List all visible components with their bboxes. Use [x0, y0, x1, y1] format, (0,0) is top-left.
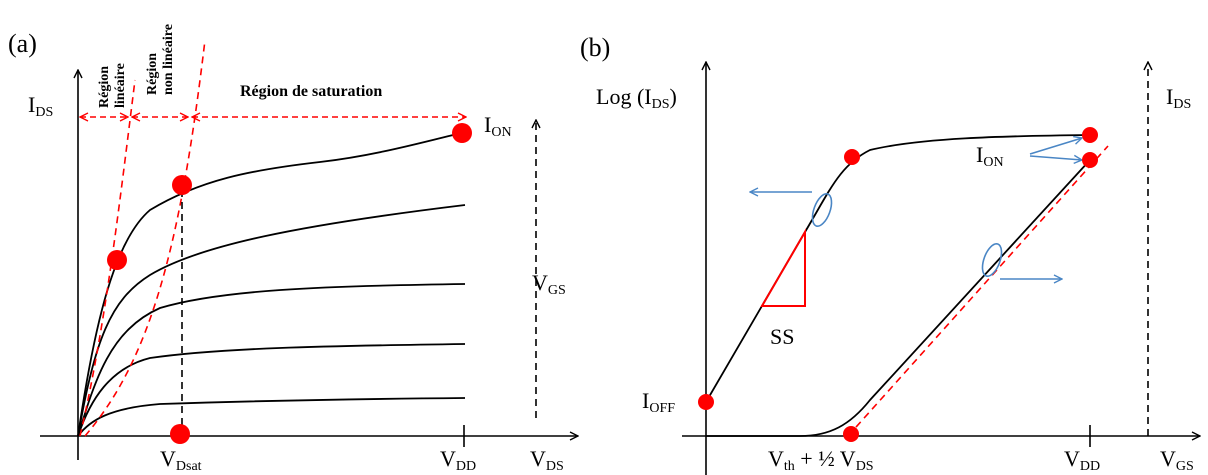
curve-vgs-1	[77, 132, 463, 437]
ion-pointer-linear	[1029, 156, 1082, 160]
vth-dot	[843, 426, 859, 442]
vdd-label-a: VDD	[440, 446, 476, 474]
panel-b-label: (b)	[580, 33, 610, 62]
curve-vgs-5	[77, 397, 466, 437]
vdsat-dot	[170, 424, 190, 444]
curve-vgs-4	[77, 343, 466, 437]
linear-transition-dot	[107, 250, 127, 270]
ion-dot	[452, 123, 472, 143]
threshold-dot	[844, 149, 860, 165]
linear-region-label-1: Région	[97, 66, 112, 108]
markers-a	[107, 123, 472, 444]
ion-label-b: ION	[976, 142, 1004, 170]
vdd-label-b: VDD	[1064, 446, 1100, 474]
linear-region-label-2: linéaire	[113, 63, 128, 108]
ion-dot-linear	[1082, 152, 1098, 168]
ss-label: SS	[770, 324, 794, 349]
ion-label: ION	[484, 112, 512, 140]
panel-a-label: (a)	[8, 29, 37, 58]
vgs-axis-label: VGS	[1160, 446, 1194, 474]
ids-right-label: IDS	[1166, 84, 1191, 112]
output-curves	[77, 132, 466, 437]
y-axis-label: IDS	[28, 92, 53, 120]
panel-a: (a) IDS VDS Région linéaire	[8, 24, 578, 474]
curve-indicators	[750, 138, 1082, 279]
curve-vgs-3	[77, 283, 466, 437]
log-transfer-curve	[705, 134, 1091, 403]
ioff-dot	[698, 394, 714, 410]
panel-b: (b) Log (IDS) IDS VGS SS ION	[580, 33, 1200, 475]
saturation-region-label: Région de saturation	[240, 83, 382, 100]
x-axis-label: VDS	[530, 446, 564, 474]
saturation-onset-dot	[172, 175, 192, 195]
linear-curve-ellipse	[981, 242, 1003, 278]
log-curve-ellipse	[811, 192, 833, 228]
ss-triangle	[760, 228, 806, 307]
markers-b	[698, 127, 1098, 442]
linear-transfer-curve	[706, 159, 1091, 437]
nonlinear-region-label-2: non linéaire	[161, 24, 176, 95]
vgs-label: VGS	[532, 270, 566, 298]
vth-label: Vth + ½ VDS	[768, 446, 874, 474]
extrapolation-line	[847, 145, 1109, 437]
nonlinear-region-label-1: Région	[145, 53, 160, 95]
vdsat-label: VDsat	[160, 446, 202, 474]
log-ids-label: Log (IDS)	[596, 84, 677, 112]
ioff-label: IOFF	[642, 388, 675, 416]
ion-dot-log	[1082, 127, 1098, 143]
ion-pointer-log	[1029, 138, 1082, 155]
